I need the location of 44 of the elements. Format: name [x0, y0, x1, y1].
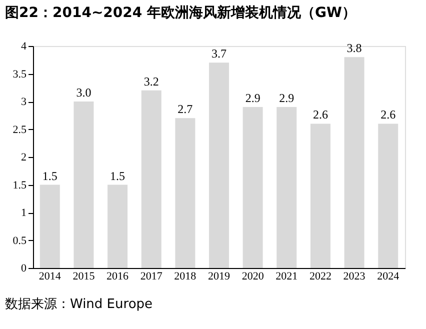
x-tick-label: 2021 [276, 270, 298, 282]
x-tick-label: 2020 [242, 270, 264, 282]
bar [175, 118, 196, 268]
y-tick-label: 1 [21, 207, 26, 219]
y-tick-label: 2 [21, 152, 26, 164]
source-note: 数据来源：Wind Europe [5, 297, 153, 312]
y-tick-label: 3.5 [12, 68, 27, 80]
x-tick-label: 2014 [38, 270, 62, 282]
bar [141, 90, 162, 268]
y-tick-label: 1.5 [12, 179, 27, 192]
bar [276, 107, 297, 268]
y-tick-label: 3 [21, 96, 27, 108]
data-label: 2.6 [312, 108, 328, 122]
bar [108, 184, 128, 268]
data-label: 3.8 [346, 41, 362, 56]
x-tick-label: 2015 [72, 270, 96, 282]
data-label: 2.7 [178, 102, 193, 116]
x-tick-label: 2018 [174, 270, 197, 282]
data-label: 1.5 [110, 168, 126, 183]
bar [74, 102, 94, 268]
bar [242, 107, 263, 268]
data-label: 2.9 [245, 91, 260, 106]
data-label: 3.7 [212, 46, 226, 61]
y-tick-label: 2.5 [12, 124, 27, 136]
bar [310, 124, 330, 268]
x-tick-label: 2017 [140, 270, 163, 282]
bar [209, 62, 229, 268]
bar [40, 184, 60, 268]
data-label: 1.5 [42, 168, 58, 183]
chart-title: 图22：2014~2024 年欧洲海风新增装机情况（GW） [5, 4, 356, 21]
y-tick-label: 4 [21, 40, 27, 52]
x-tick-label: 2024 [377, 270, 400, 282]
bar [378, 124, 398, 268]
data-label: 2.6 [380, 108, 396, 122]
data-label: 2.9 [279, 91, 294, 106]
data-label: 3.2 [144, 74, 159, 88]
y-tick-label: 0.5 [12, 234, 27, 247]
x-tick-label: 2022 [309, 270, 332, 282]
x-tick-label: 2023 [343, 270, 366, 282]
data-label: 3.0 [76, 86, 92, 100]
x-tick-label: 2016 [106, 270, 130, 282]
bar [344, 57, 364, 268]
y-tick-label: 0 [21, 262, 27, 274]
x-tick-label: 2019 [208, 270, 230, 282]
